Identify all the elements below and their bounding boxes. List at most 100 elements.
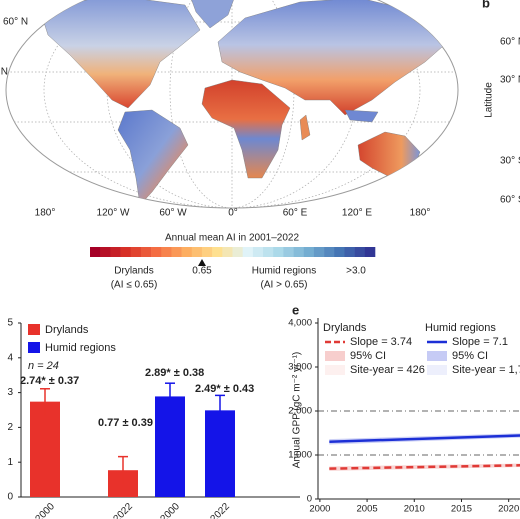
panel-label: e xyxy=(292,302,299,317)
bar-chart: 0 1 2 3 4 5 Drylands 2.74* ± 0.37 2000 0.77 ± 0.3… xyxy=(7,318,300,519)
colorbar-cell xyxy=(151,247,162,257)
x-tick-label: 2020 xyxy=(498,504,519,515)
lat-tick: 60° S xyxy=(500,195,520,206)
lat-tick: 30° N xyxy=(500,75,520,86)
y-tick-label: 3 xyxy=(7,387,13,398)
y-tick-label: 5 xyxy=(7,318,13,329)
humid-sublabel: (AI > 0.65) xyxy=(261,280,308,291)
colorbar-cell xyxy=(212,247,223,257)
colorbar-cell xyxy=(171,247,182,257)
colorbar-cell xyxy=(344,247,355,257)
colorbar-cell xyxy=(313,247,325,257)
x-tick-label: 2010 xyxy=(404,504,425,515)
colorbar-cell xyxy=(201,247,213,257)
lon-labels: 180° 120° W 60° W 0° 60° E 120° E 180° xyxy=(35,208,431,219)
threshold-label: 0.65 xyxy=(192,266,212,277)
lon-label: 120° E xyxy=(342,208,372,219)
dry-label: Drylands xyxy=(114,266,153,277)
humid-label: Humid regions xyxy=(252,266,316,277)
colorbar-cell xyxy=(120,247,132,257)
panel-label: b xyxy=(482,0,490,10)
colorbar-cell xyxy=(303,247,315,257)
lon-label: 0° xyxy=(228,208,238,219)
world-map xyxy=(5,0,459,209)
colorbar-cell xyxy=(222,247,233,257)
y-tick-label: 1 xyxy=(7,457,13,468)
y-tick-label: 2,000 xyxy=(288,406,312,417)
colorbar-cell xyxy=(252,247,264,257)
x-tick-label: 2000 xyxy=(309,504,330,515)
colorbar xyxy=(90,247,376,257)
colorbar-cell xyxy=(191,247,203,257)
lon-label: 60° W xyxy=(159,208,187,219)
y-tick-label: 4,000 xyxy=(288,318,312,329)
colorbar-cell xyxy=(232,247,243,257)
legend-slope: Slope = 3.74 xyxy=(350,336,412,348)
plot-area xyxy=(329,433,520,471)
colorbar-cell xyxy=(364,247,376,257)
x-tick-label: 2000 xyxy=(33,501,57,519)
colorbar-cell xyxy=(324,247,335,257)
lat-tick: 30° S xyxy=(500,156,520,167)
colorbar-cell xyxy=(140,247,152,257)
y-tick-label: 0 xyxy=(7,492,13,503)
legend-slope: Slope = 7.1 xyxy=(452,336,508,348)
x-tick-label: 2015 xyxy=(451,504,472,515)
colorbar-cell xyxy=(334,247,345,257)
legend-sites xyxy=(427,365,447,375)
value-label: 0.77 ± 0.39 xyxy=(98,417,153,429)
x-tick-label: 2000 xyxy=(158,501,182,519)
lon-label: 180° xyxy=(410,208,431,219)
annotation: n = 24 xyxy=(28,360,59,372)
value-label: 2.49* ± 0.43 xyxy=(195,383,254,395)
x-tick-label: 2022 xyxy=(111,501,135,519)
y-tick-label: 3,000 xyxy=(288,362,312,373)
legend-ci-label: 95% CI xyxy=(350,350,386,362)
x-tick-label: 2022 xyxy=(208,501,232,519)
trend-line xyxy=(329,464,520,470)
colorbar-cell xyxy=(110,247,121,257)
y-axis-label: Annual GPP (gC m⁻² yr⁻¹) xyxy=(292,352,303,469)
colorbar-title: Annual mean AI in 2001–2022 xyxy=(165,233,299,244)
dry-sublabel: (AI ≤ 0.65) xyxy=(111,280,158,291)
legend-title: Humid regions xyxy=(425,322,496,334)
colorbar-cell xyxy=(283,247,294,257)
lon-label: 60° E xyxy=(283,208,308,219)
colorbar-cell xyxy=(130,247,142,257)
legend-sites xyxy=(325,365,345,375)
lon-label: 120° W xyxy=(97,208,130,219)
lat-label: 60° N xyxy=(3,17,28,28)
legend-label: Humid regions xyxy=(45,342,116,354)
bar xyxy=(30,401,60,497)
colorbar-cell xyxy=(263,247,274,257)
threshold-marker xyxy=(198,259,206,266)
legend-ci xyxy=(427,351,447,361)
trend-line xyxy=(329,434,520,444)
colorbar-cell xyxy=(100,247,111,257)
legend-count: Site-year = 426 xyxy=(350,364,425,376)
colorbar-cell xyxy=(181,247,193,257)
bar xyxy=(155,396,185,497)
lat-tick: 60° N xyxy=(500,37,520,48)
line-chart: e Annual GPP (gC m⁻² yr⁻¹) 0 1,000 2,000 3,00… xyxy=(288,302,520,515)
y-tick-label: 1,000 xyxy=(288,450,312,461)
colorbar-cell xyxy=(354,247,366,257)
legend-ci-label: 95% CI xyxy=(452,350,488,362)
legend-count: Site-year = 1,74 xyxy=(452,364,520,376)
legend-title: Drylands xyxy=(323,322,367,334)
y-tick-label: 4 xyxy=(7,352,13,363)
legend-swatch xyxy=(28,342,40,353)
lat-label: 30° N xyxy=(0,67,8,78)
legend-label: Drylands xyxy=(45,324,89,336)
x-tick-label: 2005 xyxy=(357,504,378,515)
y-tick-label: 2 xyxy=(7,422,13,433)
colorbar-cell xyxy=(161,247,172,257)
colorbar-cell xyxy=(293,247,305,257)
colorbar-cell xyxy=(273,247,284,257)
y-tick-label: 0 xyxy=(307,494,312,505)
legend-ci xyxy=(325,351,345,361)
value-label: 2.89* ± 0.38 xyxy=(145,367,204,379)
colorbar-cell xyxy=(242,247,254,257)
